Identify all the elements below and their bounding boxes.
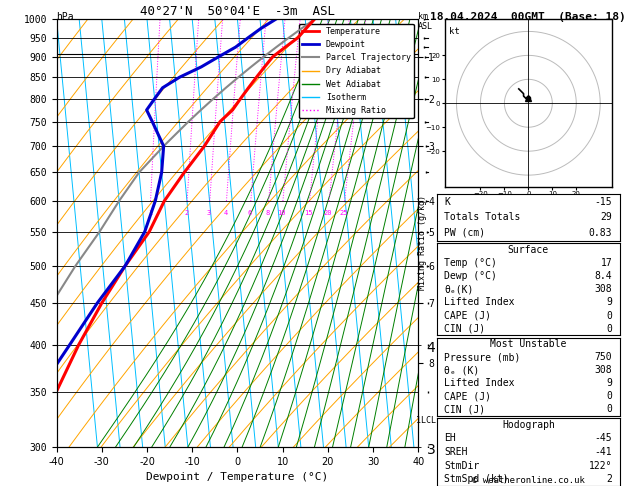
Text: 1: 1 [148, 210, 152, 216]
Legend: Temperature, Dewpoint, Parcel Trajectory, Dry Adiabat, Wet Adiabat, Isotherm, Mi: Temperature, Dewpoint, Parcel Trajectory… [299, 24, 414, 118]
Text: 0: 0 [606, 324, 612, 334]
Text: 2: 2 [606, 474, 612, 484]
Text: 1LCL: 1LCL [416, 416, 437, 425]
Text: kt: kt [449, 27, 460, 35]
Text: CIN (J): CIN (J) [445, 404, 486, 414]
Text: Most Unstable: Most Unstable [490, 339, 567, 349]
Text: Totals Totals: Totals Totals [445, 212, 521, 223]
Text: 0: 0 [606, 391, 612, 401]
Text: Temp (°C): Temp (°C) [445, 258, 498, 268]
Text: Mixing Ratio (g/kg): Mixing Ratio (g/kg) [418, 195, 427, 291]
Text: 18.04.2024  00GMT  (Base: 18): 18.04.2024 00GMT (Base: 18) [430, 12, 626, 22]
Text: km
ASL: km ASL [418, 12, 433, 31]
Text: © weatheronline.co.uk: © weatheronline.co.uk [472, 476, 585, 485]
Text: CIN (J): CIN (J) [445, 324, 486, 334]
Text: 17: 17 [601, 258, 612, 268]
Text: 0.83: 0.83 [589, 228, 612, 238]
X-axis label: Dewpoint / Temperature (°C): Dewpoint / Temperature (°C) [147, 472, 328, 483]
Text: 2: 2 [184, 210, 189, 216]
Text: 308: 308 [594, 284, 612, 294]
Text: 8: 8 [265, 210, 270, 216]
Text: 4: 4 [223, 210, 228, 216]
Text: 20: 20 [323, 210, 332, 216]
Text: -15: -15 [594, 197, 612, 207]
Text: SREH: SREH [445, 447, 468, 457]
Text: 122°: 122° [589, 461, 612, 470]
Text: 3: 3 [207, 210, 211, 216]
Text: hPa: hPa [57, 12, 74, 22]
Text: StmSpd (kt): StmSpd (kt) [445, 474, 509, 484]
Text: 8.4: 8.4 [594, 271, 612, 281]
Text: 750: 750 [594, 352, 612, 362]
Text: EH: EH [445, 434, 456, 443]
Text: 25: 25 [339, 210, 348, 216]
Text: θₑ (K): θₑ (K) [445, 365, 480, 375]
Text: 10: 10 [277, 210, 286, 216]
Text: 29: 29 [601, 212, 612, 223]
Text: Hodograph: Hodograph [502, 420, 555, 430]
Text: CAPE (J): CAPE (J) [445, 391, 491, 401]
Text: 9: 9 [606, 378, 612, 388]
Text: PW (cm): PW (cm) [445, 228, 486, 238]
Text: K: K [445, 197, 450, 207]
Text: θₑ(K): θₑ(K) [445, 284, 474, 294]
Text: Lifted Index: Lifted Index [445, 297, 515, 307]
Text: 9: 9 [606, 297, 612, 307]
Text: -45: -45 [594, 434, 612, 443]
Text: Lifted Index: Lifted Index [445, 378, 515, 388]
Text: -41: -41 [594, 447, 612, 457]
Text: StmDir: StmDir [445, 461, 480, 470]
Text: 0: 0 [606, 311, 612, 321]
Text: 0: 0 [606, 404, 612, 414]
Text: 15: 15 [304, 210, 313, 216]
Text: 308: 308 [594, 365, 612, 375]
Text: CAPE (J): CAPE (J) [445, 311, 491, 321]
Text: Pressure (mb): Pressure (mb) [445, 352, 521, 362]
Text: Surface: Surface [508, 244, 549, 255]
Text: Dewp (°C): Dewp (°C) [445, 271, 498, 281]
Text: 6: 6 [248, 210, 252, 216]
Title: 40°27'N  50°04'E  -3m  ASL: 40°27'N 50°04'E -3m ASL [140, 5, 335, 18]
